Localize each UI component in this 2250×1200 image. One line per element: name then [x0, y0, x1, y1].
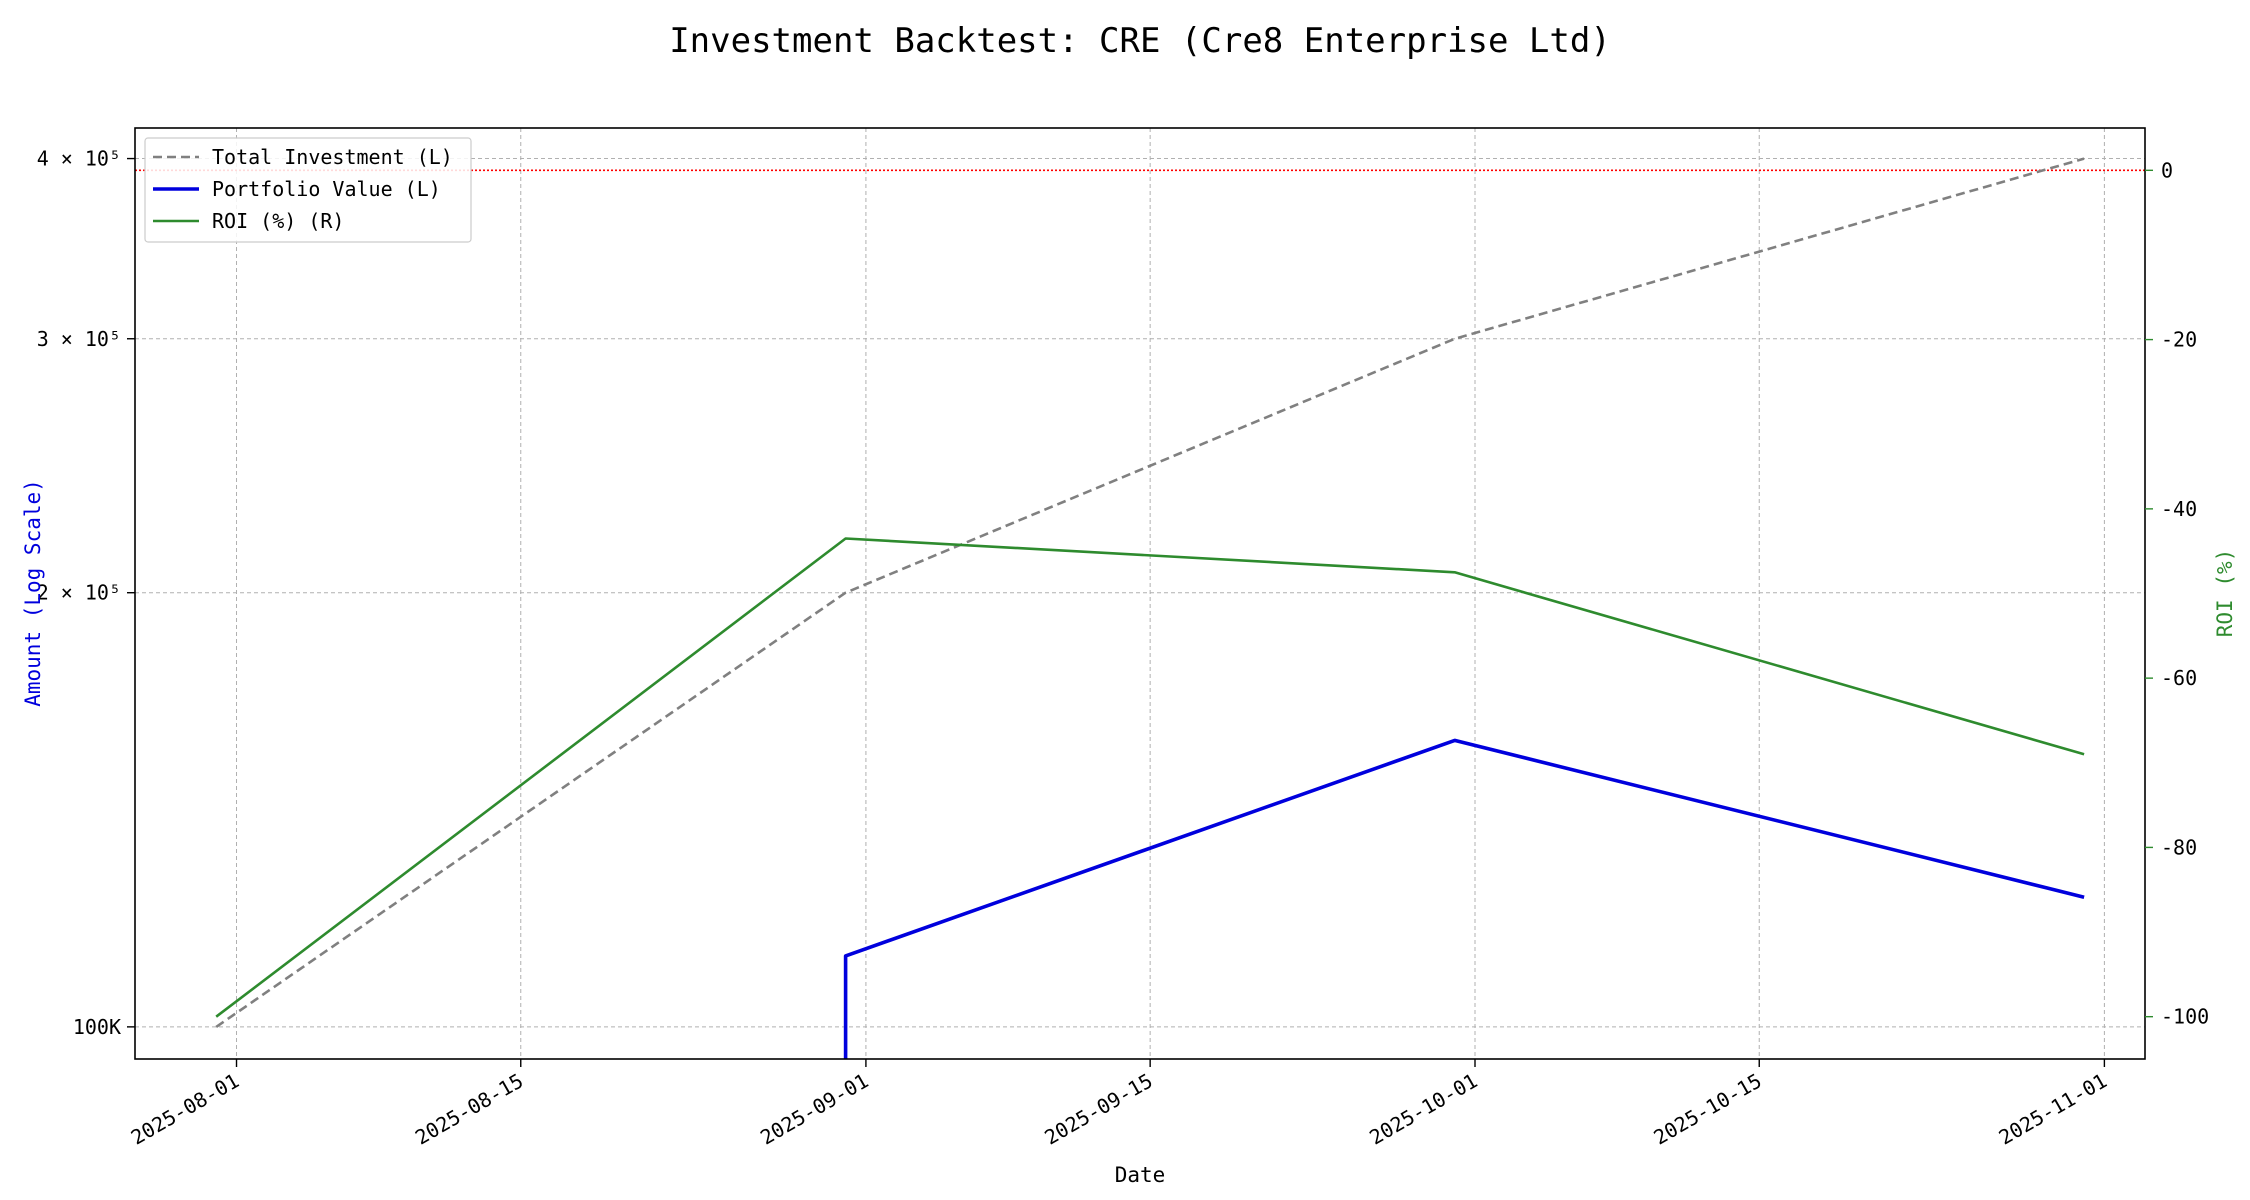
legend-label: Total Investment (L) — [212, 145, 453, 169]
x-axis-label: Date — [1115, 1163, 1166, 1187]
series-line — [215, 157, 2085, 1028]
grid-lines — [135, 128, 2145, 1059]
x-tick-label: 2025-11-01 — [1995, 1069, 2111, 1150]
x-axis-ticks: 2025-08-01 2025-08-15 2025-09-01 2025-09-15… — [127, 1059, 2111, 1150]
legend-label: ROI (%) (R) — [212, 209, 344, 233]
left-tick-label: 3 × 10⁵ — [37, 327, 121, 351]
right-tick-label: 0 — [2161, 158, 2173, 182]
series-line — [215, 537, 2085, 1018]
right-axis-ticks: 0 -20 -40 -60 -80 -100 — [2145, 158, 2209, 1029]
right-tick-label: -40 — [2161, 497, 2197, 521]
left-axis-ticks: 100K 2 × 10⁵ 3 × 10⁵ 4 × 10⁵ — [37, 147, 135, 1039]
left-tick-label: 100K — [73, 1015, 121, 1039]
x-tick-label: 2025-08-15 — [411, 1069, 527, 1150]
right-tick-label: -100 — [2161, 1005, 2209, 1029]
plot-frame — [134, 127, 2146, 1060]
legend-box — [144, 137, 472, 243]
right-tick-label: -60 — [2161, 666, 2197, 690]
x-tick-label: 2025-10-01 — [1365, 1069, 1481, 1150]
right-tick-label: -80 — [2161, 835, 2197, 859]
x-tick-label: 2025-10-15 — [1649, 1069, 1765, 1150]
x-tick-label: 2025-09-01 — [756, 1069, 872, 1150]
right-axis-label: ROI (%) — [2213, 549, 2237, 638]
x-tick-label: 2025-09-15 — [1040, 1069, 1156, 1150]
legend: Total Investment (L) Portfolio Value (L) R… — [144, 137, 472, 243]
left-tick-label: 4 × 10⁵ — [37, 147, 121, 171]
series-group — [215, 157, 2085, 1059]
left-tick-label: 2 × 10⁵ — [37, 581, 121, 605]
legend-label: Portfolio Value (L) — [212, 177, 441, 201]
x-tick-label: 2025-08-01 — [127, 1069, 243, 1150]
left-axis-label: Amount (Log Scale) — [21, 479, 45, 707]
chart-title: Investment Backtest: CRE (Cre8 Enterpris… — [669, 21, 1611, 61]
right-tick-label: -20 — [2161, 328, 2197, 352]
series-line — [843, 738, 2085, 1059]
